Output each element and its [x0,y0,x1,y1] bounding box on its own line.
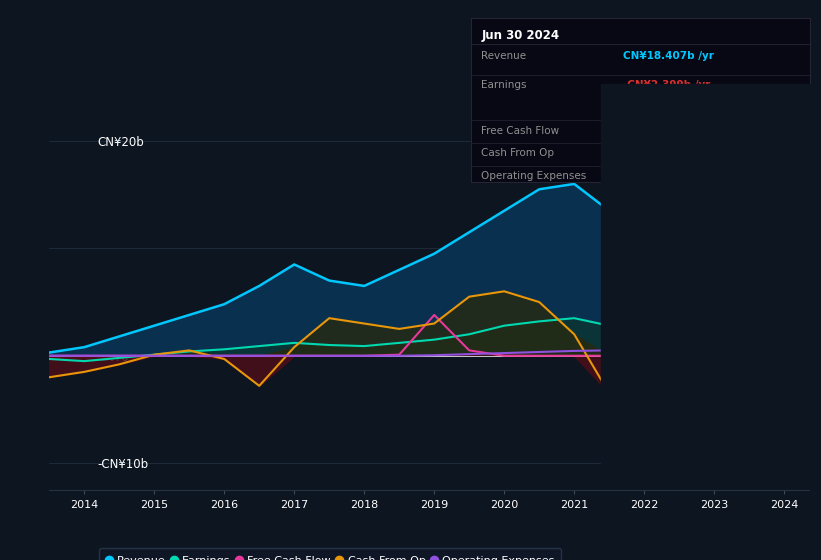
Text: Cash From Op: Cash From Op [481,147,554,157]
Text: -13.0%: -13.0% [623,106,664,116]
Text: Revenue: Revenue [481,51,526,60]
Text: Operating Expenses: Operating Expenses [481,170,587,180]
Text: profit margin: profit margin [666,106,737,116]
Legend: Revenue, Earnings, Free Cash Flow, Cash From Op, Operating Expenses: Revenue, Earnings, Free Cash Flow, Cash … [99,548,562,560]
Text: CN¥18.407b /yr: CN¥18.407b /yr [623,51,714,60]
Text: Earnings: Earnings [481,80,527,90]
Text: CN¥677.456m /yr: CN¥677.456m /yr [623,170,725,180]
Text: Jun 30 2024: Jun 30 2024 [481,30,560,43]
Text: -CN¥2.399b /yr: -CN¥2.399b /yr [623,80,711,90]
Text: No data: No data [623,147,664,157]
Text: Free Cash Flow: Free Cash Flow [481,126,560,136]
Text: No data: No data [623,126,664,136]
